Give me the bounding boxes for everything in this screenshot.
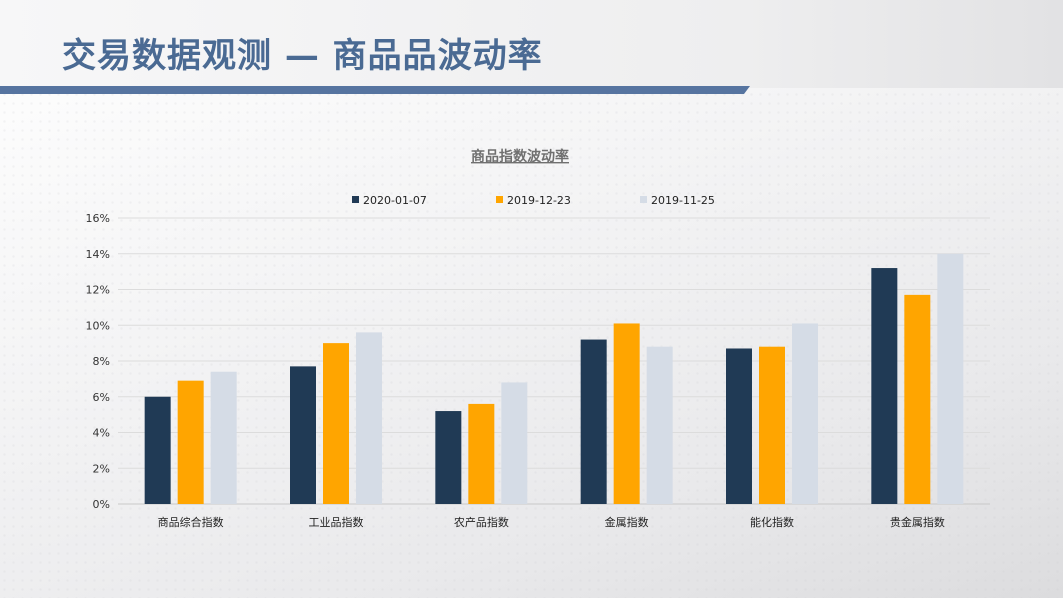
y-tick-label: 12% <box>86 284 110 297</box>
bar <box>435 411 462 504</box>
y-tick-label: 8% <box>93 355 110 368</box>
y-tick-label: 10% <box>86 319 110 332</box>
bar <box>177 380 204 504</box>
bar <box>468 403 495 504</box>
legend-swatch <box>640 196 647 203</box>
bar <box>726 348 752 504</box>
x-tick-label: 商品综合指数 <box>158 515 224 529</box>
y-axis-ticks: 0% 2% 4% 6% 8% 10% 12% 14% 16% <box>86 212 110 511</box>
header-band <box>0 0 1063 88</box>
y-tick-label: 2% <box>93 462 110 475</box>
x-tick-label: 贵金属指数 <box>890 515 945 529</box>
x-axis-ticks: 商品综合指数 工业品指数 农产品指数 金属指数 能化指数 贵金属指数 <box>158 515 945 529</box>
y-tick-label: 0% <box>93 498 110 511</box>
title-underline-bar <box>0 86 750 94</box>
y-tick-label: 16% <box>86 212 110 225</box>
bar <box>580 339 607 504</box>
legend-label: 2020-01-07 <box>363 194 427 207</box>
legend-swatch <box>352 196 359 203</box>
bar <box>290 366 316 504</box>
chart-bars <box>144 253 964 504</box>
chart-gridlines <box>118 217 990 505</box>
y-tick-label: 14% <box>86 248 110 261</box>
legend-label: 2019-11-25 <box>651 194 715 207</box>
bar <box>646 346 673 504</box>
y-tick-label: 4% <box>93 427 110 440</box>
x-tick-label: 工业品指数 <box>309 515 364 529</box>
bar <box>356 332 382 504</box>
bar <box>871 268 898 504</box>
bar <box>792 323 818 504</box>
legend-swatch <box>496 196 503 203</box>
x-tick-label: 能化指数 <box>750 515 794 529</box>
bar <box>144 396 171 504</box>
bar <box>759 346 785 504</box>
x-tick-label: 金属指数 <box>605 515 649 529</box>
bar <box>501 382 528 504</box>
y-tick-label: 6% <box>93 391 110 404</box>
bar <box>210 371 237 504</box>
bar <box>323 343 349 504</box>
bar <box>613 323 640 504</box>
x-tick-label: 农产品指数 <box>454 515 509 529</box>
chart-legend: 2020-01-07 2019-12-23 2019-11-25 <box>352 194 715 207</box>
bar <box>904 294 931 504</box>
bar <box>937 253 964 504</box>
page-title: 交易数据观测 — 商品品波动率 <box>62 36 543 76</box>
chart-title: 商品指数波动率 <box>471 148 569 165</box>
legend-label: 2019-12-23 <box>507 194 571 207</box>
